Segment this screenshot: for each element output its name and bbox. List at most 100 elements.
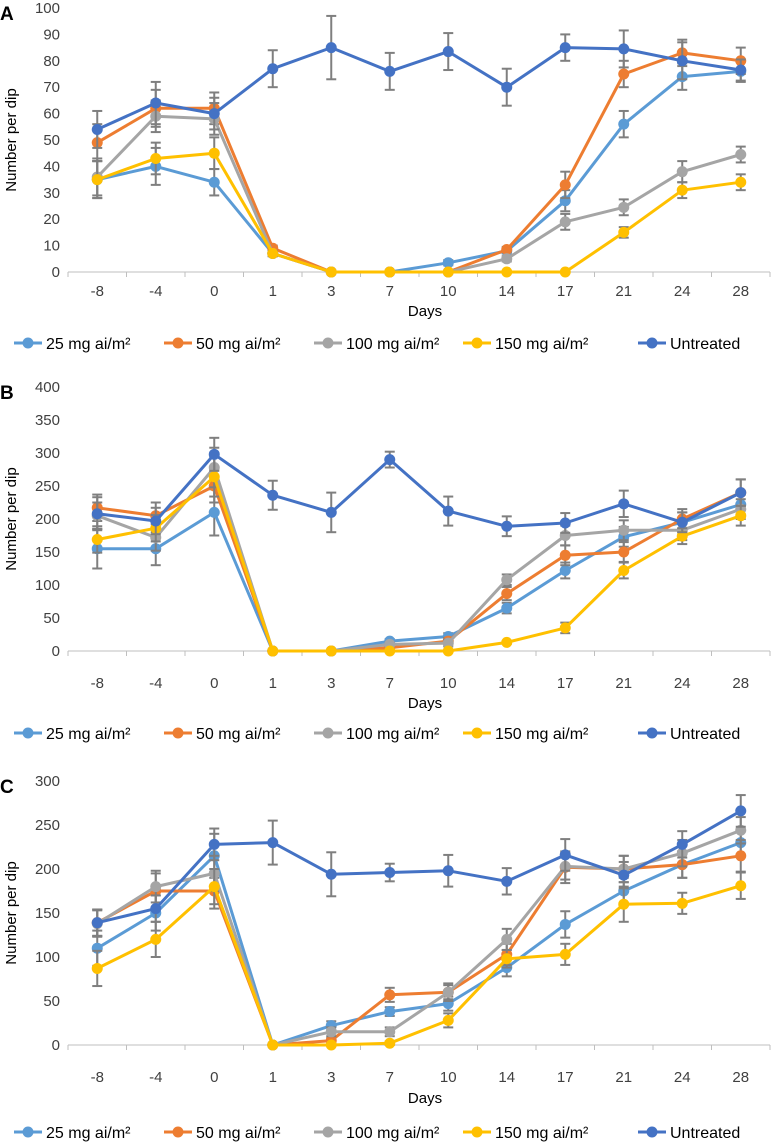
data-point	[735, 149, 747, 161]
data-point	[384, 1026, 396, 1038]
data-point	[442, 645, 454, 657]
legend-swatch-marker	[322, 727, 334, 739]
legend-swatch-marker	[471, 1126, 483, 1138]
x-tick-label: 0	[210, 283, 218, 300]
y-tick-label: 30	[43, 185, 60, 202]
x-tick-label: 28	[732, 283, 749, 300]
x-tick-label: 10	[440, 283, 457, 300]
series-line	[97, 452, 742, 528]
series-line	[96, 828, 742, 1047]
data-point	[501, 636, 513, 648]
data-point	[208, 506, 220, 518]
series-25-mg-ai-m-	[91, 59, 747, 278]
y-tick-label: 150	[35, 544, 60, 561]
x-tick-label: -8	[91, 1069, 104, 1086]
legend-swatch-marker	[172, 1126, 184, 1138]
y-tick-label: 400	[35, 379, 60, 396]
panel-label: B	[0, 383, 14, 404]
data-point	[208, 108, 220, 120]
data-point	[208, 881, 220, 893]
legend-swatch-marker	[172, 337, 184, 349]
x-tick-label: 21	[615, 675, 632, 692]
data-point	[501, 520, 513, 532]
y-tick-label: 40	[43, 158, 60, 175]
data-point	[676, 184, 688, 196]
data-point	[442, 637, 454, 649]
data-point	[618, 546, 630, 558]
chart-panel-c: C 0 50 100 150 200 250 300 Number per dip -8 -4 0 1 3…	[0, 773, 771, 1142]
x-tick-label: 3	[327, 1069, 335, 1086]
x-tick-label: 24	[674, 283, 691, 300]
data-point	[91, 123, 103, 135]
legend-label: 50 mg ai/m²	[196, 336, 281, 353]
data-point	[559, 564, 571, 576]
data-point	[735, 176, 747, 188]
data-point	[91, 962, 103, 974]
data-point	[208, 838, 220, 850]
data-point	[735, 64, 747, 76]
y-tick-label: 100	[35, 0, 60, 17]
y-tick-label: 350	[35, 412, 60, 429]
data-point	[676, 897, 688, 909]
data-point	[91, 174, 103, 186]
x-tick-label: 1	[269, 283, 277, 300]
legend-label: 100 mg ai/m²	[346, 336, 440, 353]
data-point	[442, 505, 454, 517]
data-point	[618, 201, 630, 213]
data-point	[559, 179, 571, 191]
data-point	[735, 510, 747, 522]
x-tick-label: -4	[149, 675, 162, 692]
data-point	[735, 805, 747, 817]
legend-label: 50 mg ai/m²	[196, 726, 281, 743]
data-point	[676, 838, 688, 850]
data-point	[91, 917, 103, 929]
series-line	[96, 841, 742, 1047]
legend-label: 150 mg ai/m²	[495, 336, 589, 353]
x-tick-label: 3	[327, 675, 335, 692]
y-tick-label: 0	[52, 643, 60, 660]
legend-label: 150 mg ai/m²	[495, 1125, 589, 1142]
y-tick-label: 10	[43, 238, 60, 255]
data-point	[150, 903, 162, 915]
data-point	[618, 68, 630, 80]
data-point	[208, 471, 220, 483]
legend-label: 150 mg ai/m²	[495, 726, 589, 743]
x-tick-label: -8	[91, 283, 104, 300]
legend-swatch-marker	[646, 727, 658, 739]
data-point	[559, 849, 571, 861]
data-point	[676, 55, 688, 67]
data-point	[208, 147, 220, 159]
x-tick-label: 17	[557, 1069, 574, 1086]
x-tick-label: 17	[557, 283, 574, 300]
data-point	[325, 1039, 337, 1051]
series-150-mg-ai-m-	[91, 136, 747, 278]
data-point	[618, 564, 630, 576]
x-tick-label: 1	[269, 1069, 277, 1086]
series-untreated	[91, 14, 747, 149]
data-point	[501, 244, 513, 256]
data-point	[384, 266, 396, 278]
x-tick-label: -4	[149, 283, 162, 300]
y-tick-label: 150	[35, 905, 60, 922]
series-line	[96, 466, 742, 653]
data-point	[442, 865, 454, 877]
data-point	[91, 533, 103, 545]
data-point	[618, 869, 630, 881]
data-point	[267, 489, 279, 501]
x-tick-label: -8	[91, 675, 104, 692]
data-point	[384, 1037, 396, 1049]
data-point	[618, 524, 630, 536]
y-tick-label: 300	[35, 773, 60, 790]
y-tick-label: 0	[52, 1037, 60, 1054]
panel-label: C	[0, 777, 14, 798]
data-point	[559, 266, 571, 278]
data-point	[325, 1026, 337, 1038]
x-tick-label: 17	[557, 675, 574, 692]
x-tick-label: 14	[498, 283, 515, 300]
data-point	[325, 645, 337, 657]
y-tick-label: 300	[35, 445, 60, 462]
data-point	[384, 65, 396, 77]
legend-swatch-marker	[322, 1126, 334, 1138]
data-point	[676, 166, 688, 178]
